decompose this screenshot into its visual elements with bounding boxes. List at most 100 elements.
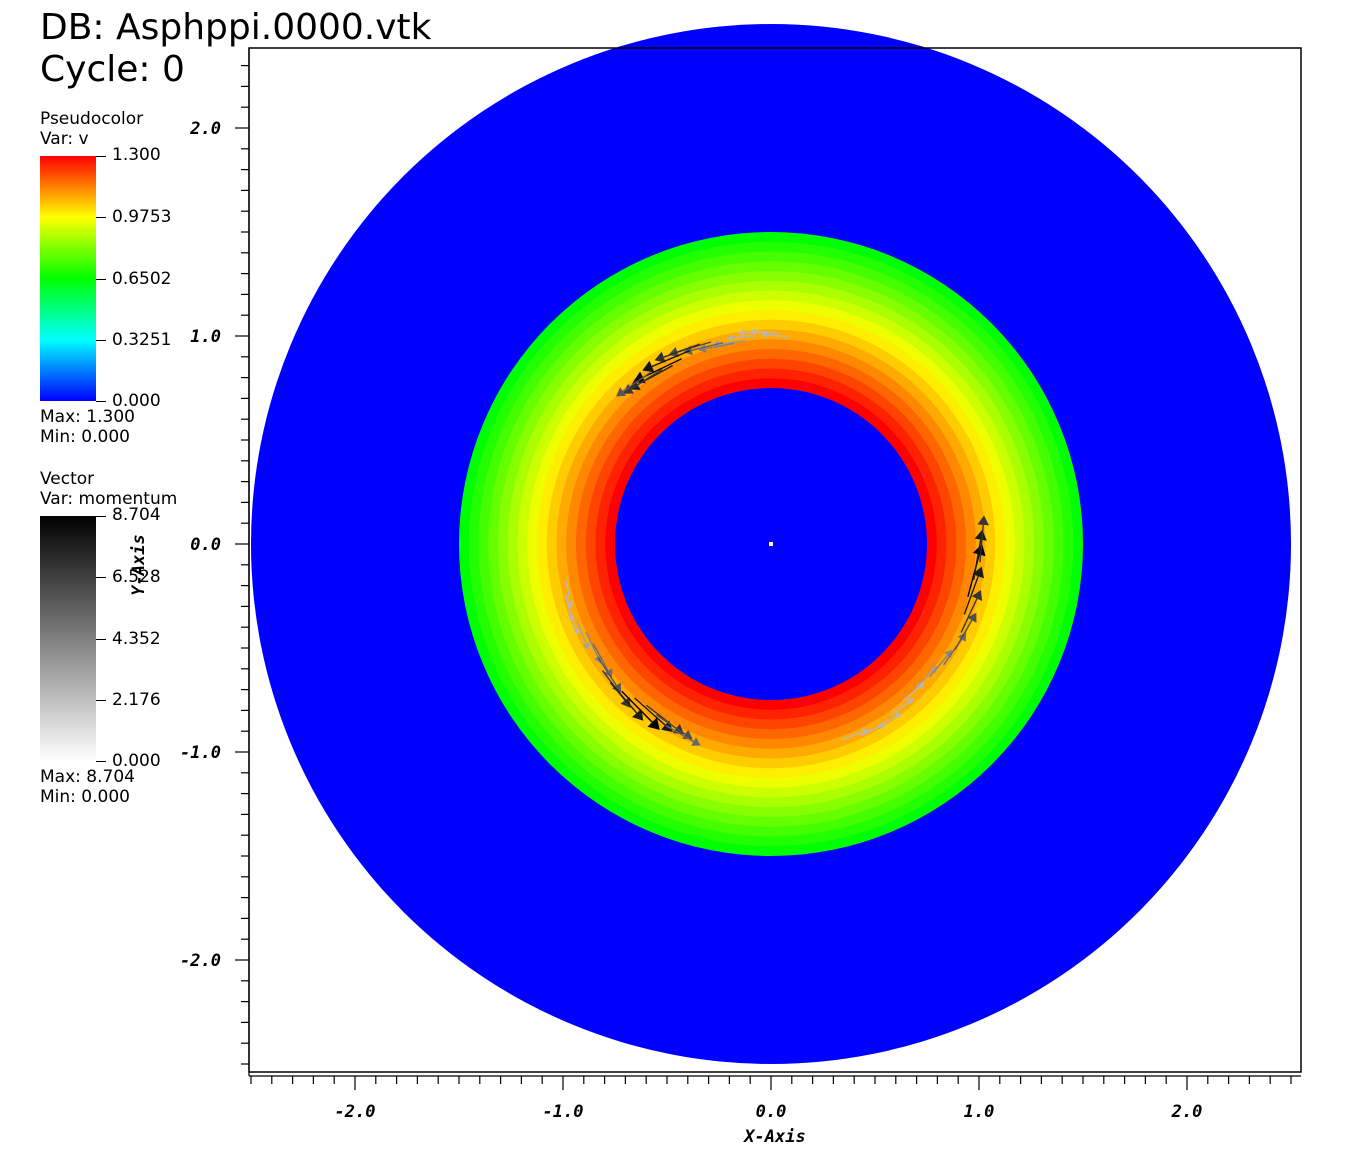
vector-tick xyxy=(96,577,106,578)
vector-min: Min: 0.000 xyxy=(40,787,130,807)
vector-tick xyxy=(96,761,106,762)
pseudocolor-max: Max: 1.300 xyxy=(40,407,135,427)
vector-arrow xyxy=(876,715,897,729)
vector-tick xyxy=(96,516,106,517)
vector-arrow xyxy=(622,371,652,393)
y-tick-label: 1.0 xyxy=(190,327,221,347)
vector-arrow xyxy=(568,608,577,630)
x-tick-label: 1.0 xyxy=(964,1102,995,1122)
vector-arrow xyxy=(656,714,686,735)
vector-arrowhead xyxy=(582,642,590,650)
vector-arrow xyxy=(960,598,978,633)
vector-arrow xyxy=(585,631,599,658)
pseudocolor-min: Min: 0.000 xyxy=(40,427,130,447)
pseudocolor-tick xyxy=(96,156,106,157)
vector-arrow xyxy=(928,654,949,678)
vector-arrow xyxy=(732,335,756,339)
pseudocolor-field xyxy=(251,24,1291,1064)
vector-arrow xyxy=(691,342,724,352)
vector-arrow xyxy=(597,656,617,686)
vector-arrow xyxy=(634,697,666,726)
vector-arrow xyxy=(902,685,921,702)
y-tick-label: -2.0 xyxy=(180,951,221,971)
pseudocolor-colorbar xyxy=(40,156,96,401)
vector-arrow xyxy=(663,343,701,358)
pseudocolor-tick-label: 0.3251 xyxy=(112,330,172,350)
x-tick-label: 0.0 xyxy=(756,1102,787,1122)
vector-arrowhead xyxy=(907,698,914,705)
vector-arrow xyxy=(621,690,653,723)
vector-arrow xyxy=(719,340,746,345)
vector-arrowhead xyxy=(930,665,938,674)
vector-tick-label: 4.352 xyxy=(112,629,161,649)
vector-arrowhead xyxy=(726,334,733,342)
vector-arrowhead xyxy=(760,331,768,339)
pseudocolor-tick xyxy=(96,279,106,280)
vector-arrowhead xyxy=(894,713,902,720)
vector-tick-label: 8.704 xyxy=(112,505,161,525)
vector-arrowhead xyxy=(632,709,644,721)
vector-arrow xyxy=(651,349,691,368)
pseudocolor-tick xyxy=(96,340,106,341)
vector-arrowhead xyxy=(977,515,989,526)
vector-arrowhead xyxy=(616,387,627,397)
vector-arrow xyxy=(642,358,682,379)
vector-legend-var: Var: momentum xyxy=(40,489,178,509)
vector-arrow xyxy=(963,575,979,615)
y-tick-label: -1.0 xyxy=(180,743,221,763)
pseudocolor-legend-var: Var: v xyxy=(40,129,89,149)
x-axis-title: X-Axis xyxy=(742,1127,805,1147)
vector-arrowhead xyxy=(972,566,985,579)
vector-arrowhead xyxy=(633,371,646,384)
vector-arrowhead xyxy=(967,612,977,623)
vector-arrow xyxy=(592,643,609,672)
origin-marker xyxy=(769,542,773,546)
vector-arrowhead xyxy=(623,384,634,394)
vector-arrowhead xyxy=(642,360,655,373)
x-tick-label: -2.0 xyxy=(335,1102,376,1122)
vector-arrowhead xyxy=(691,737,701,746)
pseudocolor-tick-label: 0.000 xyxy=(112,391,161,411)
y-tick-label: 2.0 xyxy=(189,119,221,139)
vector-arrow xyxy=(576,620,587,645)
vector-tick xyxy=(96,700,106,701)
vector-colorbar xyxy=(40,516,96,761)
pseudocolor-legend-title: Pseudocolor xyxy=(40,109,144,129)
vector-field xyxy=(564,328,989,746)
vector-tick-label: 2.176 xyxy=(112,690,161,710)
vector-tick xyxy=(96,639,106,640)
vector-tick-label: 0.000 xyxy=(112,751,161,771)
x-tick-label: -1.0 xyxy=(543,1102,584,1122)
vector-arrowhead xyxy=(862,728,869,736)
vector-arrow xyxy=(766,334,790,338)
vector-arrow xyxy=(705,342,735,350)
vector-arrow xyxy=(954,619,973,651)
y-axis-title: Y-Axis xyxy=(129,534,149,595)
pseudocolor-tick xyxy=(96,217,106,218)
vector-max: Max: 8.704 xyxy=(40,767,135,787)
vector-arrow xyxy=(630,368,663,390)
vector-legend-title: Vector xyxy=(40,469,95,489)
vector-arrowhead xyxy=(698,344,707,353)
vector-arrow xyxy=(890,701,910,716)
y-tick-label: 0.0 xyxy=(190,535,221,555)
vector-arrow xyxy=(609,682,638,714)
vector-arrow xyxy=(565,579,571,603)
vector-arrowhead xyxy=(738,329,745,337)
vector-arrow xyxy=(972,539,982,580)
vector-arrowhead xyxy=(620,696,631,708)
cycle-label: Cycle: 0 xyxy=(40,49,185,90)
vector-arrow xyxy=(914,669,934,689)
pseudocolor-tick-label: 0.9753 xyxy=(112,207,172,227)
vector-tick-label: 6.528 xyxy=(112,567,161,587)
vector-arrowhead xyxy=(974,529,987,541)
vector-arrow xyxy=(979,524,984,563)
pseudocolor-tick-label: 1.300 xyxy=(112,145,161,165)
axes: -2.0 -1.0 0.0 1.0 2.0 2.0 1.0 0.0 -1.0 -2.0 xyxy=(180,48,1301,1122)
x-tick-label: 2.0 xyxy=(1171,1102,1203,1122)
vector-arrowhead xyxy=(572,628,580,636)
vector-arrowhead xyxy=(647,717,660,730)
vector-arrowhead xyxy=(628,379,641,390)
vector-arrow xyxy=(665,725,694,743)
pseudocolor-tick xyxy=(96,401,106,402)
